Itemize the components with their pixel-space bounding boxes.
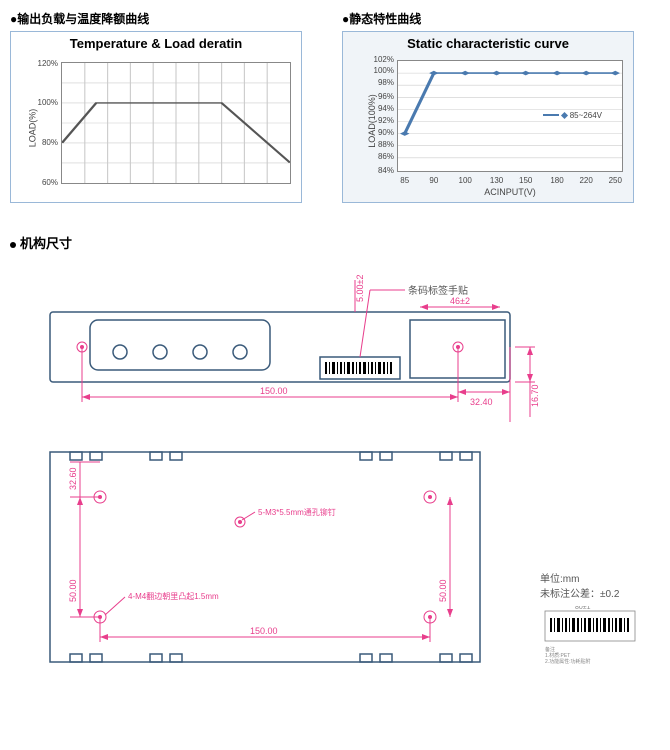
bottom-view-drawing: 150.00 32.60 50.00 50.00 5-M3*5.5mm通孔铆钉 … [10,442,520,662]
ytick: 60% [32,178,58,187]
unit-label: 单位:mm [540,570,660,585]
legend-label: 85~264V [570,111,602,120]
static-chart: Static characteristic curve LOAD(100%) A… [342,31,634,203]
chart2-xlabel: ACINPUT(V) [484,187,536,197]
chart2-heading: ●静态特性曲线 [342,10,634,27]
dim-32-40: 32.40 [470,397,493,407]
ytick: 120% [32,59,58,68]
xtick: 90 [429,176,438,185]
svg-text:1.材质:PET: 1.材质:PET [545,652,570,659]
xtick: 250 [609,176,622,185]
dim-150-b: 150.00 [250,626,278,636]
xtick: 85 [400,176,409,185]
svg-text:备注: 备注 [545,646,555,653]
side-view-drawing: 150.00 32.40 16.70 46±2 5.00±2 条码标签手贴 [10,272,520,402]
tolerance-label: 未标注公差：±0.2 [540,585,660,600]
ytick: 102% [368,55,394,64]
dim-32-60: 32.60 [68,467,78,490]
xtick: 100 [459,176,472,185]
ytick: 86% [368,152,394,161]
dim-50-r: 50.00 [438,579,448,602]
xtick: 220 [579,176,592,185]
note-5m3: 5-M3*5.5mm通孔铆钉 [258,507,336,517]
barcode-annotation: 条码标签手贴 [408,284,468,297]
ytick: 84% [368,166,394,175]
dim-16-70: 16.70 [530,384,540,407]
dim-150: 150.00 [260,386,288,396]
legend: 85~264V [543,111,602,120]
ytick: 100% [368,66,394,75]
ytick: 90% [368,128,394,137]
svg-text:80±1: 80±1 [575,606,591,611]
xtick: 130 [490,176,503,185]
ytick: 92% [368,116,394,125]
dim-50-l: 50.00 [68,579,78,602]
dim-46: 46±2 [450,296,470,306]
ytick: 96% [368,92,394,101]
xtick: 150 [519,176,532,185]
dim-5: 5.00±2 [355,275,365,302]
chart2-title: Static characteristic curve [343,32,633,55]
chart1-heading: ●输出负载与温度降额曲线 [10,10,302,27]
derating-chart: Temperature & Load deratin LOAD(%) 60% 8… [10,31,302,203]
mech-heading: 机构尺寸 [10,233,660,252]
ytick: 88% [368,140,394,149]
ytick: 80% [32,138,58,147]
ytick: 94% [368,104,394,113]
note-4m4: 4-M4翻边朝里凸起1.5mm [128,591,219,601]
svg-text:2.功能属性:功耗贴附: 2.功能属性:功耗贴附 [545,658,591,665]
ytick: 100% [32,98,58,107]
side-notes: 单位:mm 未标注公差：±0.2 80±1 备注 1.材质:PET 2.功能属性… [540,570,660,669]
chart1-title: Temperature & Load deratin [11,32,301,55]
xtick: 180 [550,176,563,185]
ytick: 98% [368,78,394,87]
